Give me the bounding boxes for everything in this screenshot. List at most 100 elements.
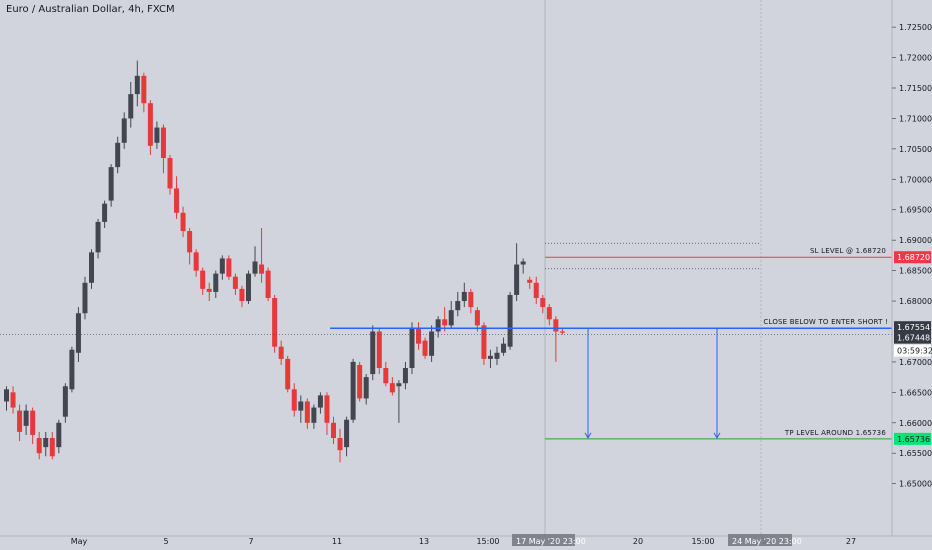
candle — [213, 270, 219, 298]
candle-body — [553, 319, 559, 332]
candle-body — [252, 261, 258, 274]
candle — [180, 206, 186, 238]
candle-body — [416, 328, 422, 344]
candle-body — [4, 389, 9, 402]
candle — [128, 81, 134, 128]
candle — [43, 431, 49, 457]
candle — [389, 377, 395, 396]
candle-body — [56, 422, 62, 448]
candle — [429, 325, 435, 362]
candle-body — [147, 103, 153, 146]
candle — [245, 270, 251, 305]
candle — [559, 328, 565, 335]
candle — [494, 346, 500, 365]
candle — [481, 322, 487, 365]
candle — [49, 431, 55, 460]
candle — [304, 398, 310, 429]
candle — [435, 316, 441, 338]
candle — [317, 392, 323, 414]
candle — [200, 267, 206, 295]
candle-body — [200, 270, 206, 289]
candle-body — [324, 395, 330, 423]
candle-body — [193, 252, 199, 271]
price-tick-label: 1.70000 — [899, 175, 932, 184]
candle-body — [95, 221, 101, 253]
candle — [232, 273, 238, 295]
candle-body — [317, 395, 323, 408]
candle-body — [82, 282, 88, 314]
candle-body — [487, 355, 493, 359]
candle-body — [389, 383, 395, 393]
candle — [474, 307, 480, 332]
candle — [507, 291, 513, 350]
candle — [416, 322, 422, 350]
price-tick-label: 1.72000 — [899, 54, 932, 63]
annotations: SL LEVEL @ 1.68720 CLOSE BELOW TO ENTER S… — [763, 247, 887, 437]
candle-body — [102, 203, 108, 222]
current-price-tag-bg — [894, 331, 931, 344]
candle — [285, 355, 291, 393]
candle-body — [494, 352, 500, 359]
level-lines — [0, 242, 892, 440]
price-tick-label: 1.66000 — [899, 419, 932, 428]
candle-body — [17, 410, 23, 432]
candle-body — [311, 407, 317, 423]
candle-body — [481, 325, 487, 359]
candle-body — [89, 252, 95, 283]
candle-body — [559, 331, 565, 333]
candle — [193, 249, 199, 277]
candle — [108, 164, 114, 207]
candles — [4, 60, 565, 463]
sl-price-tag-bg — [894, 251, 931, 264]
price-tick-label: 1.72500 — [899, 23, 932, 32]
candle-body — [259, 264, 265, 274]
candle — [89, 249, 95, 289]
candle-body — [36, 438, 42, 454]
candle-body — [128, 94, 134, 119]
price-tick-label: 1.67000 — [899, 358, 932, 367]
candle — [370, 325, 376, 381]
candle-body — [49, 438, 55, 457]
candle — [409, 322, 415, 375]
target-arrows — [584, 328, 721, 439]
candle-body — [115, 142, 121, 168]
candle — [533, 276, 539, 305]
candle-body — [501, 343, 507, 353]
candle-body — [154, 127, 160, 143]
candle-body — [108, 167, 114, 201]
candle — [461, 282, 467, 308]
time-tick-label: 13 — [419, 537, 429, 546]
candle — [56, 419, 62, 454]
candle-body — [69, 349, 75, 390]
candle-body — [507, 294, 513, 347]
crosshair-time-tag-date: 17 May '20 23:00 — [516, 537, 586, 546]
candle — [272, 294, 278, 353]
candle-body — [206, 288, 212, 292]
candle-body — [455, 301, 461, 311]
candle-body — [448, 310, 454, 326]
candle-body — [174, 188, 180, 213]
candle — [357, 361, 363, 402]
candle-body — [43, 438, 49, 448]
candle — [154, 121, 160, 149]
candle — [311, 404, 317, 429]
candle — [527, 276, 533, 289]
candle-body — [298, 401, 304, 411]
time-tick-label: 11 — [332, 537, 342, 546]
candle-body — [75, 313, 81, 353]
candle — [102, 200, 108, 228]
tp-price-tag: 1.65736 — [894, 432, 931, 445]
candle-body — [167, 158, 173, 189]
candle — [396, 380, 402, 423]
candle — [442, 307, 448, 332]
candle — [468, 288, 474, 314]
candle — [278, 340, 284, 365]
candle-body — [409, 328, 415, 368]
entry-price-tag-bg — [894, 321, 931, 334]
candle-body — [23, 410, 29, 426]
sl-price-tag-text: 1.68720 — [897, 253, 930, 262]
countdown-tag-bg — [894, 344, 931, 357]
candle — [252, 246, 258, 277]
